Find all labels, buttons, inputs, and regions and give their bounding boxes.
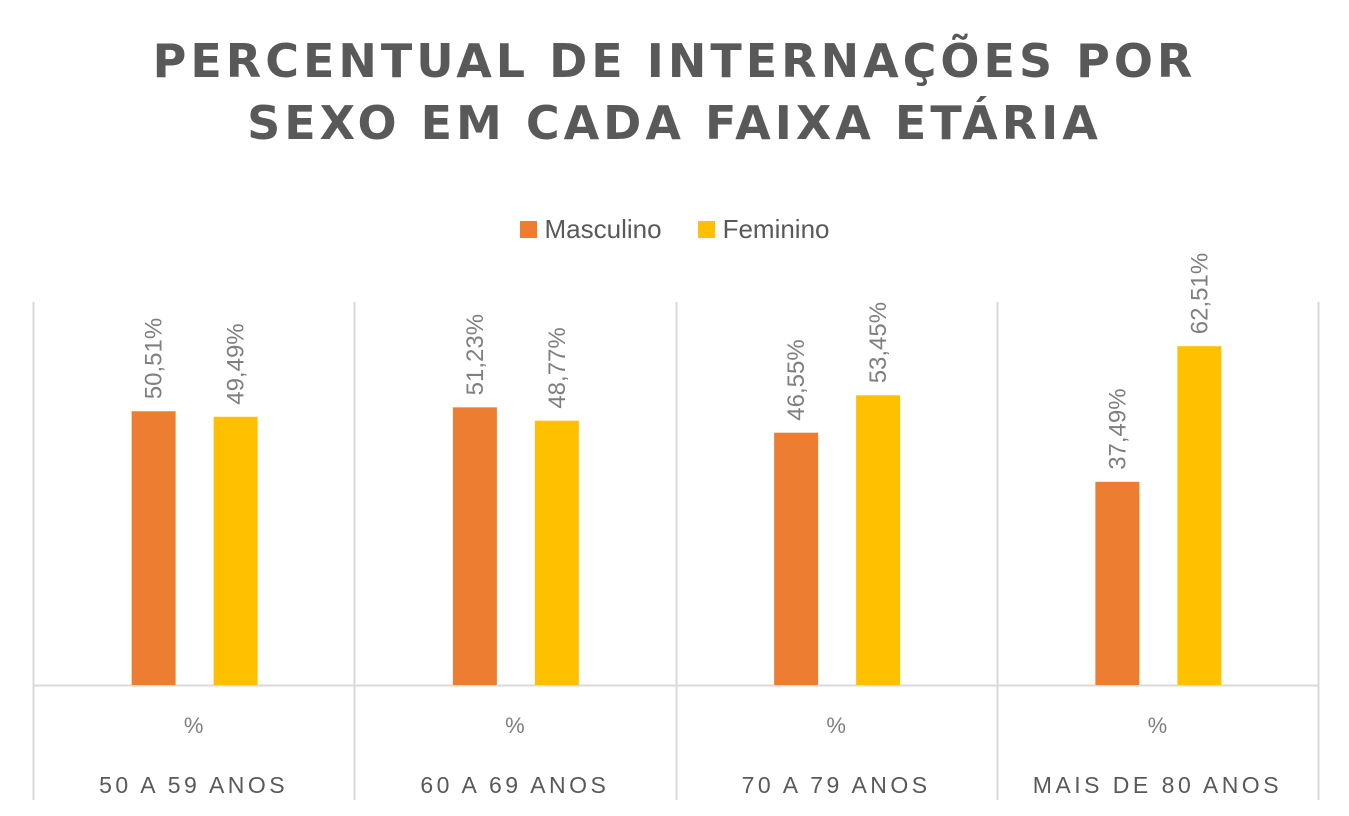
data-label-feminino-0: 49,49% [223, 323, 250, 404]
data-label-masculino-2: 46,55% [783, 339, 810, 420]
bar-feminino-0 [213, 416, 258, 685]
category-label-3: MAIS DE 80 ANOS [1033, 772, 1282, 798]
chart-title-line-2: SEXO EM CADA FAIXA ETÁRIA [247, 96, 1102, 150]
chart-title-line-1: PERCENTUAL DE INTERNAÇÕES POR [152, 34, 1197, 88]
bar-feminino-2 [856, 395, 901, 685]
chart-title: PERCENTUAL DE INTERNAÇÕES POR SEXO EM CA… [0, 30, 1349, 154]
bar-masculino-2 [774, 432, 819, 685]
category-sublabel-2: % [826, 713, 846, 738]
data-label-feminino-3: 62,51% [1186, 253, 1213, 334]
category-sublabel-0: % [184, 713, 204, 738]
data-label-masculino-0: 50,51% [141, 318, 168, 399]
legend-label-feminino: Feminino [722, 214, 830, 244]
legend-swatch-masculino [519, 221, 537, 238]
data-label-masculino-3: 37,49% [1104, 388, 1131, 469]
legend-swatch-feminino [697, 221, 715, 238]
bar-masculino-3 [1095, 481, 1140, 685]
data-label-feminino-1: 48,77% [544, 327, 571, 408]
data-label-masculino-1: 51,23% [462, 314, 489, 395]
bar-masculino-1 [452, 407, 497, 685]
legend-item-feminino: Feminino [697, 214, 830, 245]
data-label-feminino-2: 53,45% [865, 302, 892, 383]
bar-feminino-1 [534, 420, 579, 685]
chart-legend: Masculino Feminino [0, 214, 1349, 245]
legend-item-masculino: Masculino [519, 214, 662, 245]
bar-feminino-3 [1177, 346, 1222, 685]
category-sublabel-1: % [505, 713, 525, 738]
legend-label-masculino: Masculino [544, 214, 662, 244]
bar-masculino-0 [131, 411, 176, 685]
category-sublabel-3: % [1148, 713, 1168, 738]
category-label-0: 50 A 59 ANOS [99, 772, 288, 798]
category-label-2: 70 A 79 ANOS [742, 772, 931, 798]
category-label-1: 60 A 69 ANOS [420, 772, 609, 798]
